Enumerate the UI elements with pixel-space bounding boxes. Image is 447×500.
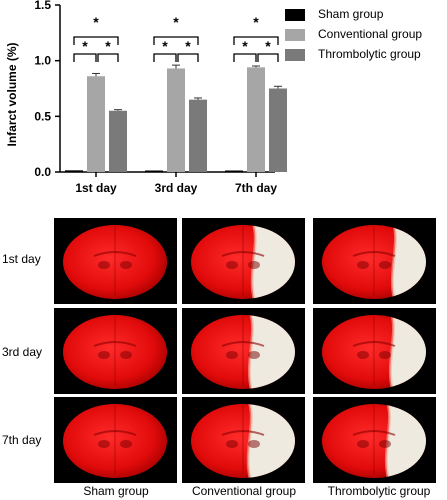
x-tick-label: 1st day <box>75 181 117 195</box>
significance-bracket <box>73 53 97 62</box>
brain-slice-drawing <box>63 315 167 389</box>
legend-item-conventional: Conventional group <box>285 26 447 46</box>
bar <box>109 110 127 172</box>
brain-slice-drawing <box>191 225 295 299</box>
legend-item-sham: Sham group <box>285 6 447 26</box>
brain-slice-drawing <box>322 315 426 389</box>
col-label-conventional: Conventional group <box>191 484 297 498</box>
brain-slice-conventional-row2 <box>182 308 305 394</box>
bar <box>87 76 105 172</box>
row-label-1st-day: 1st day <box>2 252 41 266</box>
significance-bracket <box>233 36 279 45</box>
significance-marker: * <box>93 14 99 30</box>
brain-slice-drawing <box>191 315 295 389</box>
legend-label-sham: Sham group <box>318 7 384 21</box>
significance-marker: * <box>253 14 259 30</box>
brain-slice-sham-row1 <box>54 218 177 304</box>
col-label-thrombolytic: Thrombolytic group <box>327 484 431 498</box>
significance-bracket <box>257 53 279 62</box>
significance-marker: * <box>173 14 179 30</box>
brain-slice-sham-row3 <box>54 397 177 483</box>
x-tick-label: 3rd day <box>155 181 198 195</box>
brain-slice-thrombolytic-row3 <box>313 397 436 483</box>
bar <box>225 170 243 172</box>
brain-slice-thrombolytic-row1 <box>313 218 436 304</box>
brain-slice-drawing <box>322 404 426 478</box>
brain-slice-conventional-row3 <box>182 397 305 483</box>
infarct-volume-bar-chart: 0.0 0.5 1.0 1.5 Infarct volume (%) 1st day * * *… <box>5 0 287 195</box>
bar <box>189 99 207 172</box>
significance-bracket <box>233 53 257 62</box>
brain-slice-drawing <box>322 225 426 299</box>
significance-marker: * <box>162 38 168 54</box>
brain-slice-conventional-row1 <box>182 218 305 304</box>
bar <box>65 170 83 172</box>
bar <box>145 170 163 172</box>
y-tick-label: 1.5 <box>34 0 51 12</box>
significance-bracket <box>73 36 119 45</box>
brain-slice-drawing <box>63 404 167 478</box>
significance-bracket <box>153 53 177 62</box>
y-tick-label: 0.5 <box>34 109 51 123</box>
brain-slice-drawing <box>63 225 167 299</box>
y-tick-label: 0.0 <box>34 165 51 179</box>
significance-marker: * <box>185 38 191 54</box>
significance-marker: * <box>242 38 248 54</box>
significance-marker: * <box>105 38 111 54</box>
legend-swatch-sham <box>285 9 305 21</box>
brain-slice-thrombolytic-row2 <box>313 308 436 394</box>
significance-bracket <box>97 53 119 62</box>
significance-bracket <box>177 53 199 62</box>
x-tick-label: 7th day <box>235 181 277 195</box>
legend-label-conventional: Conventional group <box>318 27 423 41</box>
brain-slice-sham-row2 <box>54 308 177 394</box>
y-axis-label: Infarct volume (%) <box>5 42 19 146</box>
bar <box>269 88 287 172</box>
row-label-7th-day: 7th day <box>2 433 42 447</box>
col-label-sham: Sham group <box>83 484 149 498</box>
row-label-3rd-day: 3rd day <box>2 345 43 359</box>
significance-bracket <box>153 36 199 45</box>
legend-label-thrombolytic: Thrombolytic group <box>318 47 421 61</box>
significance-marker: * <box>265 38 271 54</box>
legend-swatch-conventional <box>285 29 305 41</box>
legend-item-thrombolytic: Thrombolytic group <box>285 46 447 66</box>
significance-marker: * <box>82 38 88 54</box>
chart-legend: Sham group Conventional group Thrombolyt… <box>285 6 447 66</box>
bar <box>247 67 265 172</box>
y-tick-label: 1.0 <box>34 54 51 68</box>
brain-slice-drawing <box>191 404 295 478</box>
bar <box>167 68 185 172</box>
legend-swatch-thrombolytic <box>285 49 305 61</box>
